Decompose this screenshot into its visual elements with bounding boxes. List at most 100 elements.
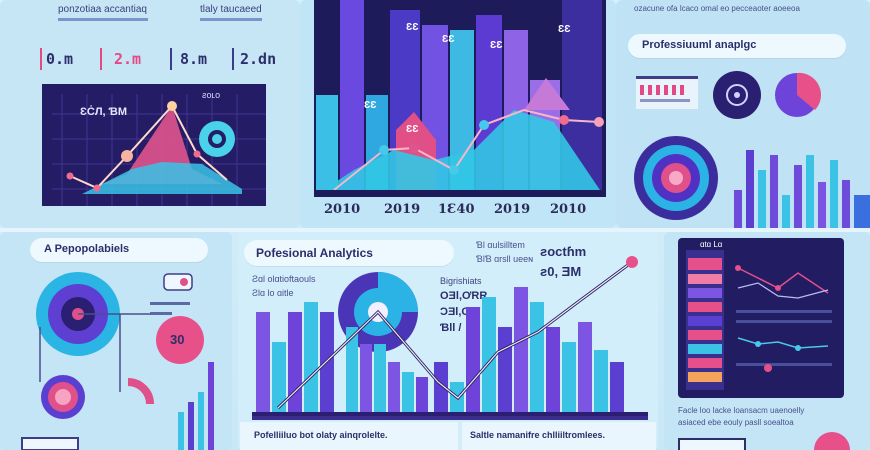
bar xyxy=(482,297,496,412)
trend-line xyxy=(333,108,600,191)
bar xyxy=(514,287,528,412)
footer-left: Pofelliiluo bot olaty ainqrolelte. xyxy=(254,430,388,440)
bar xyxy=(256,312,270,412)
bar xyxy=(830,160,838,228)
bar xyxy=(594,350,608,412)
bottom-left-graphics xyxy=(21,272,214,450)
bottom-right-panel: ɑtɑ Lɑ xyxy=(664,232,870,450)
bottom-right-caption: asiaced ebe eouly pasll soealtoa xyxy=(678,418,794,427)
table-row xyxy=(688,288,722,298)
bar xyxy=(734,190,742,228)
sub-line: Ƨlɑ lo ɑitle xyxy=(252,288,294,298)
x-axis xyxy=(252,412,648,416)
big-value-2: ƨ0, ƎM xyxy=(540,264,582,279)
x-label: 1Ɛ40 xyxy=(438,202,475,217)
bar xyxy=(402,372,414,412)
top-left-caption-underline-2 xyxy=(200,18,262,21)
bar-tag: ƐƐ xyxy=(406,22,419,33)
bar xyxy=(562,342,576,412)
top-right-title-pill: Professiuuml anaplgc xyxy=(628,34,846,58)
bar xyxy=(746,150,754,228)
data-point xyxy=(121,150,133,162)
x-label: 2010 xyxy=(550,202,587,217)
line-series xyxy=(69,104,228,190)
bar xyxy=(782,195,790,228)
stat-divider xyxy=(100,48,102,70)
pink-circle xyxy=(814,432,850,450)
bar-tag: ƐƐ xyxy=(364,100,377,111)
bar xyxy=(578,322,592,412)
data-point xyxy=(193,150,201,158)
bar xyxy=(272,342,286,412)
bar xyxy=(178,412,184,450)
donut-value: 30 xyxy=(170,332,185,347)
table-row xyxy=(688,258,722,270)
top-left-chart-tag: ƐĊЛ, ƁM xyxy=(80,106,128,118)
table-row xyxy=(688,330,722,340)
top-right-caption: ozacune ofa lcaco omal eo pecceaoter aoe… xyxy=(634,4,800,13)
data-point xyxy=(479,120,489,130)
bar xyxy=(498,327,512,412)
top-center-panel: ƐƐ ƐƐ ƐƐ ƐƐ ƐƐ ƐƐ 2010 2019 1Ɛ40 2019 20… xyxy=(300,0,616,228)
data-point xyxy=(626,256,638,268)
bottom-left-panel: A Pepopolabiels 30 xyxy=(0,232,232,450)
bar xyxy=(818,182,826,228)
data-point xyxy=(66,172,74,180)
bar xyxy=(188,402,194,450)
bottom-center-title-pill: Pofesional Analytics xyxy=(244,240,454,266)
area-cyan xyxy=(82,162,242,194)
stat-value-2: 2.m xyxy=(114,50,142,68)
monitor-icon xyxy=(678,438,746,450)
top-right-line: ƁlƁ ɑrsll ueeɴ xyxy=(476,254,534,264)
footer-right: Saltle namanifre chlliiltromlees. xyxy=(470,430,606,440)
bar xyxy=(466,307,480,412)
pie-slice xyxy=(797,72,821,110)
bar xyxy=(316,95,338,196)
bar xyxy=(610,362,624,412)
monitor-icon xyxy=(21,437,79,450)
top-center-chart: ƐƐ ƐƐ ƐƐ ƐƐ ƐƐ ƐƐ xyxy=(314,0,606,197)
top-right-graphics xyxy=(634,71,870,228)
bar xyxy=(346,327,358,412)
bar xyxy=(374,344,386,412)
bar xyxy=(388,362,400,412)
bar xyxy=(360,344,372,412)
footer-left-box: Pofelliiluo bot olaty ainqrolelte. xyxy=(240,422,458,450)
data-point xyxy=(594,117,604,127)
card-tag: ɑtɑ Lɑ xyxy=(700,240,723,249)
top-left-caption-1: ponzotiaa accantiaq xyxy=(58,4,147,15)
bar xyxy=(842,180,850,228)
stat-block: OƎl,ƠRR xyxy=(440,290,488,302)
stat-value-4: 2.dn xyxy=(240,50,277,68)
sub-line: Ƨɑl olɑtioftaouls xyxy=(252,274,316,284)
bars-icon xyxy=(636,76,698,109)
stat-divider xyxy=(232,48,234,70)
top-right-title: Professiuuml anaplgc xyxy=(642,39,757,51)
bar-tag: ƐƐ xyxy=(406,124,419,135)
table-row xyxy=(688,302,722,312)
bottom-right-caption: Facle loo lacke loansacm uaenoelly xyxy=(678,406,805,415)
data-point xyxy=(93,184,101,192)
line-series xyxy=(737,267,829,294)
stat-value-1: 0.m xyxy=(46,50,74,68)
table-row xyxy=(688,274,722,284)
top-left-caption-2: tlaly taucaeed xyxy=(200,4,262,15)
data-point xyxy=(559,115,569,125)
bar xyxy=(758,170,766,228)
top-left-chart: ƐĊЛ, ƁM ƨoʟo xyxy=(42,84,266,206)
data-point xyxy=(449,165,459,175)
top-left-chart-grid xyxy=(52,94,266,206)
data-point xyxy=(409,143,419,153)
card-graphics xyxy=(686,250,832,390)
x-label: 2019 xyxy=(494,202,531,217)
bar xyxy=(340,0,364,196)
bar xyxy=(198,392,204,450)
data-point xyxy=(379,145,389,155)
top-right-line: Ɓl ɑulsilltem xyxy=(476,240,525,250)
table-row xyxy=(688,316,722,326)
bottom-left-title: A Pepopolabiels xyxy=(44,243,130,255)
top-center-bars xyxy=(314,0,606,197)
bar xyxy=(806,155,814,228)
mini-bar-icon xyxy=(163,273,193,291)
